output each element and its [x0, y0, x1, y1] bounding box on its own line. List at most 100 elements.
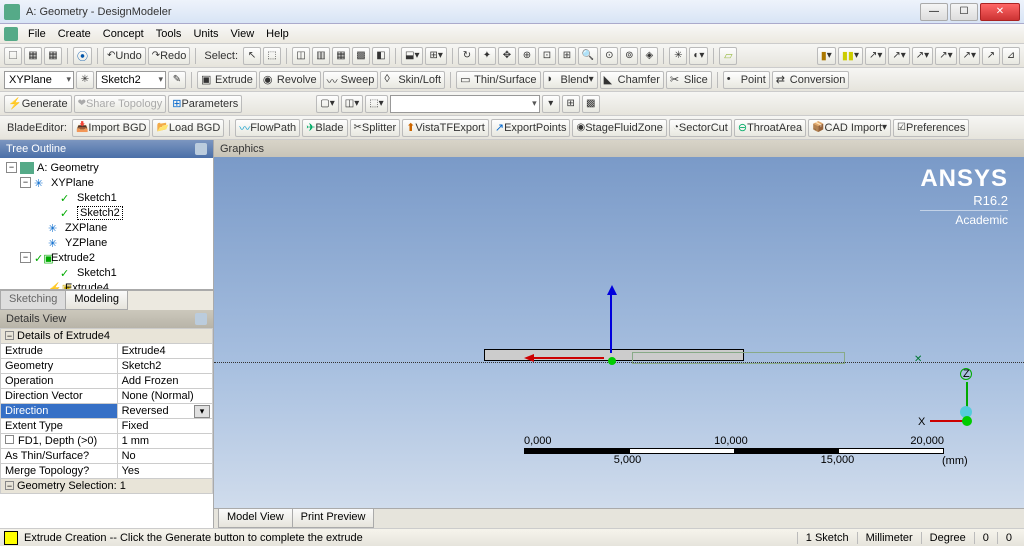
generate-button[interactable]: ⚡ Generate	[4, 95, 72, 113]
disp-2[interactable]: ▮▮▾	[838, 47, 863, 65]
cadimport-button[interactable]: 📦 CAD Import ▾	[808, 119, 891, 137]
disp-1[interactable]: ▮▾	[817, 47, 836, 65]
view-zbox[interactable]: ⊡	[538, 47, 556, 65]
detail-row[interactable]: As Thin/Surface?No	[1, 449, 213, 464]
importbgd-button[interactable]: 📥 Import BGD	[72, 119, 151, 137]
edge-4[interactable]: ↗▾	[935, 47, 956, 65]
blend-button[interactable]: ◗ Blend ▾	[543, 71, 598, 89]
menu-units[interactable]: Units	[187, 26, 224, 42]
loadbgd-button[interactable]: 📂 Load BGD	[152, 119, 224, 137]
tree-extrude4[interactable]: ⚡▣Extrude4	[2, 280, 211, 290]
extrude-button[interactable]: ▣ Extrude	[197, 71, 257, 89]
preferences-button[interactable]: ☑ Preferences	[893, 119, 969, 137]
edge-6[interactable]: ↗	[982, 47, 1000, 65]
vista-button[interactable]: ⬆ VistaTFExport	[402, 119, 489, 137]
tb3-drop[interactable]	[390, 95, 540, 113]
edge-7[interactable]: ⊿	[1002, 47, 1020, 65]
tb3-2[interactable]: ◫▾	[341, 95, 363, 113]
tb3-1[interactable]: ▢▾	[316, 95, 338, 113]
maximize-button[interactable]: ☐	[950, 3, 978, 21]
tree-root[interactable]: −A: Geometry	[2, 160, 211, 175]
minimize-button[interactable]: —	[920, 3, 948, 21]
tab-sketching[interactable]: Sketching	[0, 291, 66, 310]
tab-modelview[interactable]: Model View	[218, 509, 293, 528]
plane-select[interactable]: XYPlane	[4, 71, 74, 89]
new-button[interactable]: ☐	[4, 47, 22, 65]
tree-sketch2[interactable]: ✓Sketch2	[2, 205, 211, 220]
tb3-4[interactable]: ▾	[542, 95, 560, 113]
view-prev[interactable]: ⊙	[600, 47, 618, 65]
pin2-icon[interactable]	[195, 313, 207, 325]
sel-8[interactable]: ⬓▾	[401, 47, 423, 65]
exportpoints-button[interactable]: ↗ ExportPoints	[491, 119, 571, 137]
parameters-button[interactable]: ⊞ Parameters	[168, 95, 242, 113]
revolve-button[interactable]: ◉ Revolve	[259, 71, 321, 89]
sel-6[interactable]: ▩	[352, 47, 370, 65]
tree-xyplane[interactable]: −✳XYPlane	[2, 175, 211, 190]
detail-row[interactable]: FD1, Depth (>0)1 mm	[1, 434, 213, 449]
detail-row[interactable]: Direction VectorNone (Normal)	[1, 389, 213, 404]
tree-zxplane[interactable]: ✳ZXPlane	[2, 220, 211, 235]
tree-ex2-sketch[interactable]: ✓Sketch1	[2, 265, 211, 280]
sel-9[interactable]: ⊞▾	[425, 47, 446, 65]
tb3-6[interactable]: ▩	[582, 95, 600, 113]
detail-row[interactable]: ExtrudeExtrude4	[1, 344, 213, 359]
redo-button[interactable]: ↷ Redo	[148, 47, 191, 65]
view-zp[interactable]: 🔍	[578, 47, 598, 65]
view-a[interactable]: ◐▾	[689, 47, 708, 65]
sharetopo-button[interactable]: ❤ Share Topology	[74, 95, 167, 113]
plane-button[interactable]: ▦	[24, 47, 42, 65]
conversion-button[interactable]: ⇄ Conversion	[772, 71, 850, 89]
sketch-new[interactable]: ✎	[168, 71, 186, 89]
tree-extrude2[interactable]: −✓▣Extrude2	[2, 250, 211, 265]
edge-1[interactable]: ↗▾	[865, 47, 886, 65]
menu-create[interactable]: Create	[52, 26, 97, 42]
view-next[interactable]: ⊚	[620, 47, 638, 65]
sweep-button[interactable]: 〰 Sweep	[323, 71, 379, 89]
view-1[interactable]: ↻	[458, 47, 476, 65]
view-rot[interactable]: ✦	[478, 47, 496, 65]
view-look[interactable]: ✳	[669, 47, 687, 65]
blade-button[interactable]: ✈ Blade	[302, 119, 347, 137]
throatarea-button[interactable]: ⊖ ThroatArea	[734, 119, 806, 137]
view-iso[interactable]: ◈	[640, 47, 658, 65]
tree-sketch1[interactable]: ✓Sketch1	[2, 190, 211, 205]
sel-1[interactable]: ↖	[243, 47, 261, 65]
viewport[interactable]: ANSYS R16.2 Academic ✕ 0,00010,00020,000	[214, 157, 1024, 508]
view-fit[interactable]: ⊞	[558, 47, 576, 65]
menu-view[interactable]: View	[225, 26, 261, 42]
plane-new[interactable]: ✳	[76, 71, 94, 89]
splitter-button[interactable]: ✂ Splitter	[350, 119, 401, 137]
sel-2[interactable]: ⬚	[263, 47, 281, 65]
menu-tools[interactable]: Tools	[150, 26, 188, 42]
detail-row[interactable]: OperationAdd Frozen	[1, 374, 213, 389]
geometry-outline[interactable]	[632, 352, 845, 364]
detail-row[interactable]: DirectionReversed	[1, 404, 213, 419]
close-button[interactable]: ✕	[980, 3, 1020, 21]
view-plane[interactable]: ▱	[719, 47, 737, 65]
tree-yzplane[interactable]: ✳YZPlane	[2, 235, 211, 250]
edge-3[interactable]: ↗▾	[912, 47, 933, 65]
edge-2[interactable]: ↗▾	[888, 47, 909, 65]
pin-icon[interactable]	[195, 143, 207, 155]
tab-printpreview[interactable]: Print Preview	[292, 509, 375, 528]
sketch-select[interactable]: Sketch2	[96, 71, 166, 89]
sel-5[interactable]: ▦	[332, 47, 350, 65]
triad-origin[interactable]	[962, 416, 972, 426]
view-zoom[interactable]: ⊕	[518, 47, 536, 65]
tb3-3[interactable]: ⬚▾	[365, 95, 387, 113]
sel-7[interactable]: ◧	[372, 47, 390, 65]
thinsurface-button[interactable]: ▭ Thin/Surface	[456, 71, 540, 89]
tb3-5[interactable]: ⊞	[562, 95, 580, 113]
detail-row[interactable]: Extent TypeFixed	[1, 419, 213, 434]
menu-concept[interactable]: Concept	[97, 26, 150, 42]
triad[interactable]	[930, 370, 1000, 440]
skinloft-button[interactable]: ◊ Skin/Loft	[380, 71, 445, 89]
detail-row[interactable]: Merge Topology?Yes	[1, 464, 213, 479]
sel-4[interactable]: ▥	[312, 47, 330, 65]
point-button[interactable]: • Point	[723, 71, 770, 89]
triad-zball[interactable]	[960, 368, 972, 380]
plane2-button[interactable]: ▦	[44, 47, 62, 65]
detail-row[interactable]: GeometrySketch2	[1, 359, 213, 374]
sectorcut-button[interactable]: ◔ SectorCut	[669, 119, 732, 137]
